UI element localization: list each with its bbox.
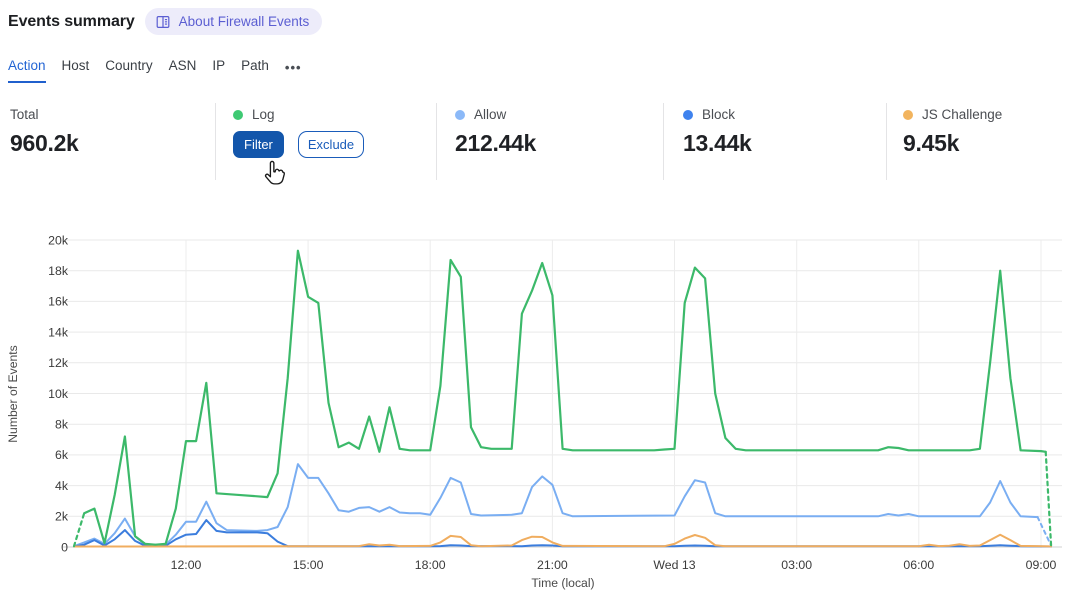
- tab-country[interactable]: Country: [105, 58, 153, 73]
- series-line-allow: [73, 463, 1039, 548]
- x-axis-title: Time (local): [531, 576, 594, 590]
- x-tick-label: 03:00: [781, 558, 812, 572]
- series-line-allow-dashed-end: [1036, 516, 1053, 547]
- y-tick-label: 16k: [48, 295, 69, 309]
- stat-total: Total 960.2k: [10, 107, 79, 157]
- stat-total-label: Total: [10, 107, 39, 122]
- filter-button[interactable]: Filter: [233, 131, 284, 158]
- stat-block-label: Block: [683, 107, 752, 122]
- stat-allow: Allow 212.44k: [455, 107, 536, 157]
- stat-log: Log Filter Exclude: [233, 107, 365, 158]
- series-line-log-dashed-start: [72, 512, 86, 548]
- x-tick-label: 06:00: [903, 558, 934, 572]
- tab-action[interactable]: Action: [8, 58, 46, 83]
- book-icon: [155, 14, 171, 30]
- y-tick-label: 8k: [55, 418, 69, 432]
- stat-js-challenge: JS Challenge 9.45k: [903, 107, 1002, 157]
- stats-divider: [886, 103, 887, 180]
- y-tick-label: 10k: [48, 387, 69, 401]
- y-tick-label: 4k: [55, 479, 69, 493]
- log-legend-dot: [233, 109, 243, 120]
- about-firewall-events-badge[interactable]: About Firewall Events: [144, 8, 323, 35]
- stats-divider: [436, 103, 437, 180]
- x-tick-label: 21:00: [537, 558, 568, 572]
- y-tick-label: 6k: [55, 448, 69, 462]
- tab-asn[interactable]: ASN: [168, 58, 197, 73]
- stat-js-challenge-value: 9.45k: [903, 130, 960, 156]
- page-title: Events summary: [8, 12, 135, 30]
- stat-js-challenge-label: JS Challenge: [903, 107, 1002, 122]
- y-tick-label: 14k: [48, 325, 69, 339]
- stat-block: Block 13.44k: [683, 107, 752, 157]
- series-line-block: [73, 519, 1053, 548]
- block-legend-dot: [683, 109, 693, 120]
- x-tick-label: 15:00: [293, 558, 324, 572]
- tab-ip[interactable]: IP: [212, 58, 226, 73]
- stat-log-label: Log: [233, 107, 364, 122]
- stat-allow-value: 212.44k: [455, 130, 537, 156]
- stats-divider: [663, 103, 664, 180]
- allow-legend-dot: [455, 109, 465, 120]
- y-tick-label: 2k: [55, 510, 69, 524]
- y-axis-title: Number of Events: [6, 345, 20, 443]
- tabs-more-icon[interactable]: •••: [284, 60, 302, 75]
- y-tick-label: 12k: [48, 356, 69, 370]
- stats-divider: [215, 103, 216, 180]
- x-tick-label: 09:00: [1026, 558, 1057, 572]
- dimension-tabs: Action Host Country ASN IP Path •••: [8, 58, 302, 83]
- stat-block-value: 13.44k: [683, 130, 752, 156]
- log-actions: Filter Exclude: [233, 131, 365, 158]
- y-tick-label: 20k: [48, 233, 69, 247]
- js-challenge-legend-dot: [903, 109, 913, 120]
- y-tick-label: 0: [61, 540, 68, 554]
- tab-path[interactable]: Path: [241, 58, 269, 73]
- tab-host[interactable]: Host: [61, 58, 90, 73]
- exclude-button[interactable]: Exclude: [297, 131, 365, 158]
- x-tick-label: Wed 13: [653, 558, 695, 572]
- series-line-js-challenge: [73, 533, 1053, 548]
- about-badge-label: About Firewall Events: [178, 14, 310, 29]
- y-tick-label: 18k: [48, 264, 69, 278]
- stat-allow-label: Allow: [455, 107, 536, 122]
- stat-total-value: 960.2k: [10, 130, 79, 156]
- series-line-log-dashed-end: [1044, 450, 1053, 547]
- x-tick-label: 18:00: [415, 558, 446, 572]
- series-line-log: [83, 249, 1047, 546]
- x-tick-label: 12:00: [171, 558, 202, 572]
- header: Events summary About Firewall Events: [8, 8, 323, 35]
